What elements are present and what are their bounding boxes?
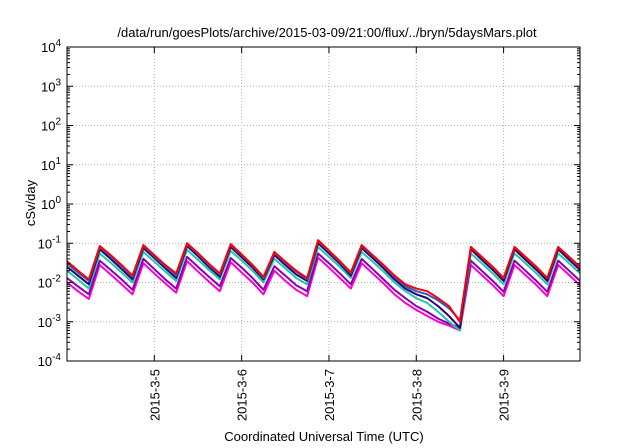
y-tick-exponent: 2 bbox=[55, 117, 61, 128]
y-tick-base: 10 bbox=[41, 197, 55, 212]
series-line bbox=[67, 242, 580, 329]
y-tick-exponent: -2 bbox=[52, 274, 61, 285]
y-tick-exponent: 0 bbox=[55, 195, 61, 206]
y-tick-label: 103 bbox=[41, 77, 61, 94]
x-axis-label: Coordinated Universal Time (UTC) bbox=[224, 429, 423, 444]
y-tick-base: 10 bbox=[41, 40, 55, 55]
grid-lines bbox=[67, 47, 580, 361]
y-axis-label: cSv/day bbox=[23, 179, 38, 226]
y-tick-base: 10 bbox=[41, 79, 55, 94]
y-tick-label: 10-4 bbox=[38, 352, 62, 369]
series-line bbox=[67, 252, 580, 329]
y-tick-base: 10 bbox=[38, 315, 52, 330]
y-tick-label: 10-1 bbox=[38, 234, 62, 251]
x-tick-label: 2015-3-8 bbox=[409, 369, 424, 421]
series-line bbox=[67, 256, 580, 332]
y-tick-label: 10-3 bbox=[38, 313, 62, 330]
y-tick-label: 100 bbox=[41, 195, 61, 212]
x-tick-labels: 2015-3-5 2015-3-6 2015-3-7 2015-3-8 2015-3-9 bbox=[147, 369, 511, 421]
y-tick-base: 10 bbox=[41, 119, 55, 134]
x-tick-label: 2015-3-5 bbox=[147, 369, 162, 421]
series-line bbox=[67, 246, 580, 332]
axis-ticks bbox=[67, 46, 580, 362]
y-tick-label: 10-2 bbox=[38, 274, 62, 291]
series-layer bbox=[67, 239, 580, 332]
y-tick-exponent: -4 bbox=[52, 352, 61, 363]
y-tick-base: 10 bbox=[38, 354, 52, 369]
y-tick-base: 10 bbox=[38, 276, 52, 291]
y-tick-exponent: -3 bbox=[52, 313, 61, 324]
y-tick-exponent: 3 bbox=[55, 77, 61, 88]
y-tick-label: 101 bbox=[41, 156, 61, 173]
chart-title: /data/run/goesPlots/archive/2015-03-09/2… bbox=[117, 25, 537, 40]
y-tick-base: 10 bbox=[38, 236, 52, 251]
plot-frame bbox=[66, 46, 581, 362]
x-tick-label: 2015-3-6 bbox=[235, 369, 250, 421]
y-tick-base: 10 bbox=[41, 158, 55, 173]
y-tick-label: 102 bbox=[41, 117, 61, 134]
y-tick-exponent: 4 bbox=[55, 38, 61, 49]
x-tick-label: 2015-3-9 bbox=[497, 369, 512, 421]
x-tick-label: 2015-3-7 bbox=[322, 369, 337, 421]
y-tick-exponent: 1 bbox=[55, 156, 61, 167]
series-line bbox=[67, 239, 580, 323]
y-tick-exponent: -1 bbox=[52, 234, 61, 245]
y-tick-label: 104 bbox=[41, 38, 61, 55]
